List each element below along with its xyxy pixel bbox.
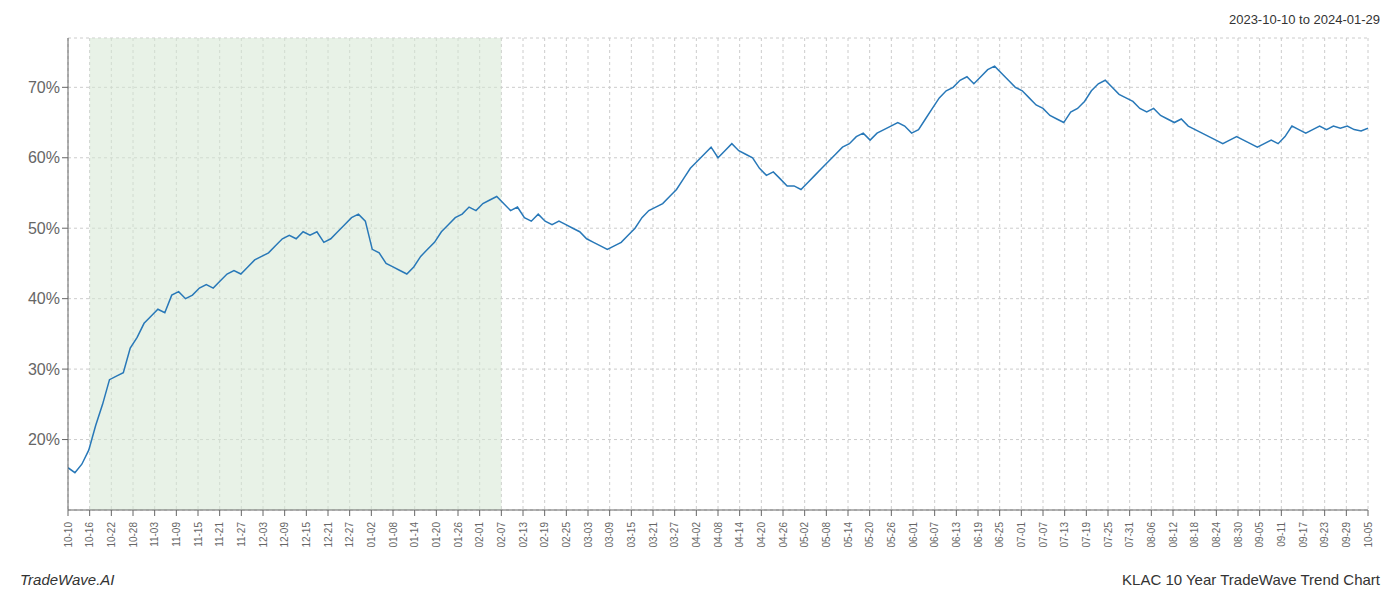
svg-text:07-01: 07-01: [1016, 522, 1027, 548]
svg-text:07-25: 07-25: [1103, 522, 1114, 548]
svg-text:01-14: 01-14: [409, 522, 420, 548]
svg-text:10-28: 10-28: [128, 522, 139, 548]
svg-text:01-02: 01-02: [366, 522, 377, 548]
svg-text:03-03: 03-03: [583, 522, 594, 548]
svg-text:11-09: 11-09: [171, 522, 182, 547]
html-text:2023-10-10 to 2024-01-29: 2023-10-10 to 2024-01-29: [1228, 12, 1380, 27]
svg-text:12-15: 12-15: [301, 522, 312, 548]
svg-text:02-01: 02-01: [474, 522, 485, 548]
svg-text:01-26: 01-26: [453, 522, 464, 548]
svg-text:08-30: 08-30: [1233, 522, 1244, 548]
svg-text:06-13: 06-13: [951, 522, 962, 548]
svg-text:09-17: 09-17: [1298, 522, 1309, 548]
svg-text:04-02: 04-02: [691, 522, 702, 548]
svg-text:06-01: 06-01: [908, 522, 919, 548]
svg-text:09-29: 09-29: [1341, 522, 1352, 548]
svg-text:40%: 40%: [28, 290, 60, 307]
svg-text:60%: 60%: [28, 149, 60, 166]
svg-text:07-19: 07-19: [1081, 522, 1092, 548]
svg-text:01-08: 01-08: [388, 522, 399, 548]
svg-text:06-07: 06-07: [929, 522, 940, 548]
svg-text:02-25: 02-25: [561, 522, 572, 548]
svg-text:02-13: 02-13: [518, 522, 529, 548]
svg-text:05-20: 05-20: [864, 522, 875, 548]
svg-text:11-27: 11-27: [236, 522, 247, 547]
svg-text:09-23: 09-23: [1319, 522, 1330, 548]
svg-text:04-08: 04-08: [713, 522, 724, 548]
svg-text:08-24: 08-24: [1211, 522, 1222, 548]
svg-text:06-19: 06-19: [973, 522, 984, 548]
svg-text:12-09: 12-09: [279, 522, 290, 548]
html-text:KLAC 10 Year TradeWave Trend C: KLAC 10 Year TradeWave Trend Chart: [1122, 571, 1380, 588]
svg-text:20%: 20%: [28, 431, 60, 448]
svg-text:03-09: 03-09: [604, 522, 615, 548]
svg-text:02-19: 02-19: [539, 522, 550, 548]
svg-text:50%: 50%: [28, 220, 60, 237]
svg-text:06-25: 06-25: [994, 522, 1005, 548]
svg-text:04-26: 04-26: [778, 522, 789, 548]
svg-text:04-14: 04-14: [734, 522, 745, 548]
svg-text:08-06: 08-06: [1146, 522, 1157, 548]
svg-text:08-18: 08-18: [1189, 522, 1200, 548]
svg-text:05-26: 05-26: [886, 522, 897, 548]
svg-text:07-31: 07-31: [1124, 522, 1135, 548]
svg-text:09-05: 09-05: [1254, 522, 1265, 548]
svg-text:11-21: 11-21: [214, 522, 225, 547]
svg-text:08-12: 08-12: [1168, 522, 1179, 548]
svg-text:10-10: 10-10: [63, 522, 74, 548]
svg-text:10-22: 10-22: [106, 522, 117, 548]
svg-text:12-27: 12-27: [344, 522, 355, 548]
svg-text:05-02: 05-02: [799, 522, 810, 548]
html-text:TradeWave.AI: TradeWave.AI: [20, 571, 115, 588]
svg-text:05-14: 05-14: [843, 522, 854, 548]
svg-text:03-21: 03-21: [648, 522, 659, 548]
svg-text:70%: 70%: [28, 79, 60, 96]
svg-text:03-15: 03-15: [626, 522, 637, 548]
svg-text:12-21: 12-21: [323, 522, 334, 548]
svg-text:10-16: 10-16: [84, 522, 95, 548]
svg-text:12-03: 12-03: [258, 522, 269, 548]
svg-text:30%: 30%: [28, 361, 60, 378]
svg-text:09-11: 09-11: [1276, 522, 1287, 547]
svg-text:07-07: 07-07: [1038, 522, 1049, 548]
svg-text:03-27: 03-27: [669, 522, 680, 548]
svg-text:11-15: 11-15: [193, 522, 204, 547]
svg-text:11-03: 11-03: [149, 522, 160, 547]
svg-text:10-05: 10-05: [1363, 522, 1374, 548]
svg-text:05-08: 05-08: [821, 522, 832, 548]
svg-text:01-20: 01-20: [431, 522, 442, 548]
svg-text:07-13: 07-13: [1059, 522, 1070, 548]
svg-text:04-20: 04-20: [756, 522, 767, 548]
svg-text:02-07: 02-07: [496, 522, 507, 548]
